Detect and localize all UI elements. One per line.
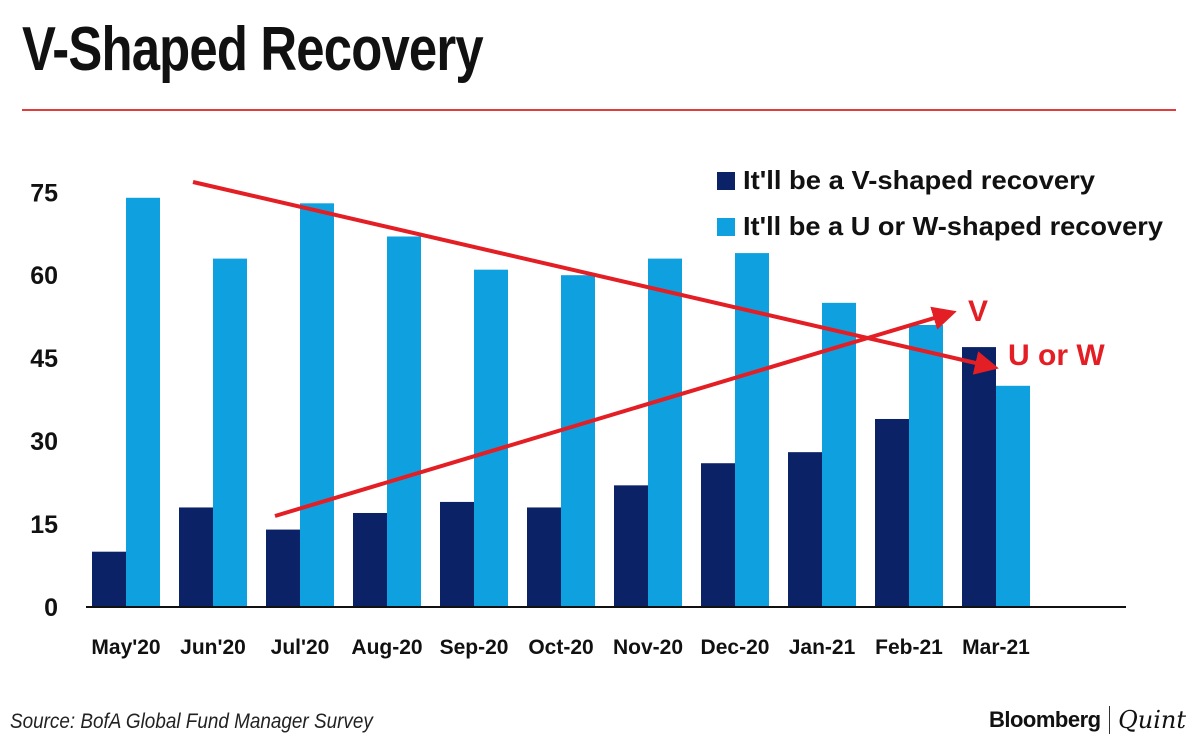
- bar-uw-shaped: [387, 236, 421, 608]
- x-tick-label: Dec-20: [701, 636, 770, 659]
- bar-uw-shaped: [300, 203, 334, 607]
- bar-uw-shaped: [213, 258, 247, 607]
- bar-uw-shaped: [648, 258, 682, 607]
- x-tick-label: Jun'20: [180, 636, 246, 659]
- x-tick-label: Nov-20: [613, 636, 683, 659]
- bar-uw-shaped: [909, 324, 943, 607]
- source-note: Source: BofA Global Fund Manager Survey: [10, 710, 373, 733]
- chart-bars: [92, 197, 1030, 608]
- bar-chart: 0 15 30 45 60 75 May'20 Jun'20 Jul'20 Aug-20 Sep-…: [30, 165, 1164, 659]
- legend: It'll be a V-shaped recovery It'll be a U…: [717, 165, 1164, 241]
- x-tick-label: Oct-20: [528, 636, 593, 659]
- bar-v-shaped: [353, 512, 387, 607]
- uw-trend-arrow: [192, 180, 999, 375]
- legend-label: It'll be a V-shaped recovery: [743, 165, 1096, 195]
- bar-v-shaped: [701, 463, 735, 607]
- legend-label: It'll be a U or W-shaped recovery: [743, 211, 1164, 241]
- x-tick-label: Sep-20: [440, 636, 509, 659]
- bar-uw-shaped: [822, 302, 856, 607]
- bar-v-shaped: [266, 529, 300, 607]
- bar-v-shaped: [179, 507, 213, 607]
- bar-v-shaped: [788, 452, 822, 607]
- brand-bloomberg: Bloomberg: [988, 707, 1101, 732]
- bar-v-shaped: [527, 507, 561, 607]
- brand-quint: Quint: [1118, 706, 1186, 734]
- y-tick-label: 45: [30, 345, 58, 373]
- brand-logo: Bloomberg Quint: [989, 706, 1186, 734]
- bar-uw-shaped: [126, 197, 160, 607]
- bar-v-shaped: [962, 347, 996, 607]
- trend-arrows: V U or W: [192, 180, 1105, 518]
- bar-v-shaped: [440, 501, 474, 607]
- bar-uw-shaped: [561, 275, 595, 607]
- title-divider: [22, 109, 1176, 111]
- legend-swatch: [717, 172, 735, 190]
- bar-uw-shaped: [474, 269, 508, 607]
- y-tick-label: 75: [30, 179, 58, 207]
- y-axis-ticks: 0 15 30 45 60 75: [30, 179, 58, 622]
- y-tick-label: 0: [44, 594, 58, 622]
- brand-separator: [1108, 706, 1111, 734]
- y-tick-label: 15: [30, 511, 58, 539]
- uw-annotation: U or W: [1008, 339, 1105, 372]
- bar-uw-shaped: [735, 253, 769, 607]
- x-tick-label: Mar-21: [962, 636, 1030, 659]
- x-tick-label: Aug-20: [351, 636, 422, 659]
- y-tick-label: 30: [30, 428, 58, 456]
- x-tick-label: Feb-21: [875, 636, 943, 659]
- x-axis-ticks: May'20 Jun'20 Jul'20 Aug-20 Sep-20 Oct-20 Nov-…: [91, 636, 1030, 659]
- x-tick-label: Jan-21: [789, 636, 856, 659]
- v-annotation: V: [968, 295, 988, 328]
- legend-swatch: [717, 218, 735, 236]
- bar-v-shaped: [92, 551, 126, 607]
- chart-title: V-Shaped Recovery: [22, 15, 484, 84]
- x-tick-label: May'20: [91, 636, 160, 659]
- x-tick-label: Jul'20: [271, 636, 330, 659]
- bar-v-shaped: [875, 418, 909, 607]
- bar-v-shaped: [614, 485, 648, 607]
- bar-uw-shaped: [996, 385, 1030, 607]
- v-trend-arrow: [274, 306, 957, 518]
- y-tick-label: 60: [30, 262, 58, 290]
